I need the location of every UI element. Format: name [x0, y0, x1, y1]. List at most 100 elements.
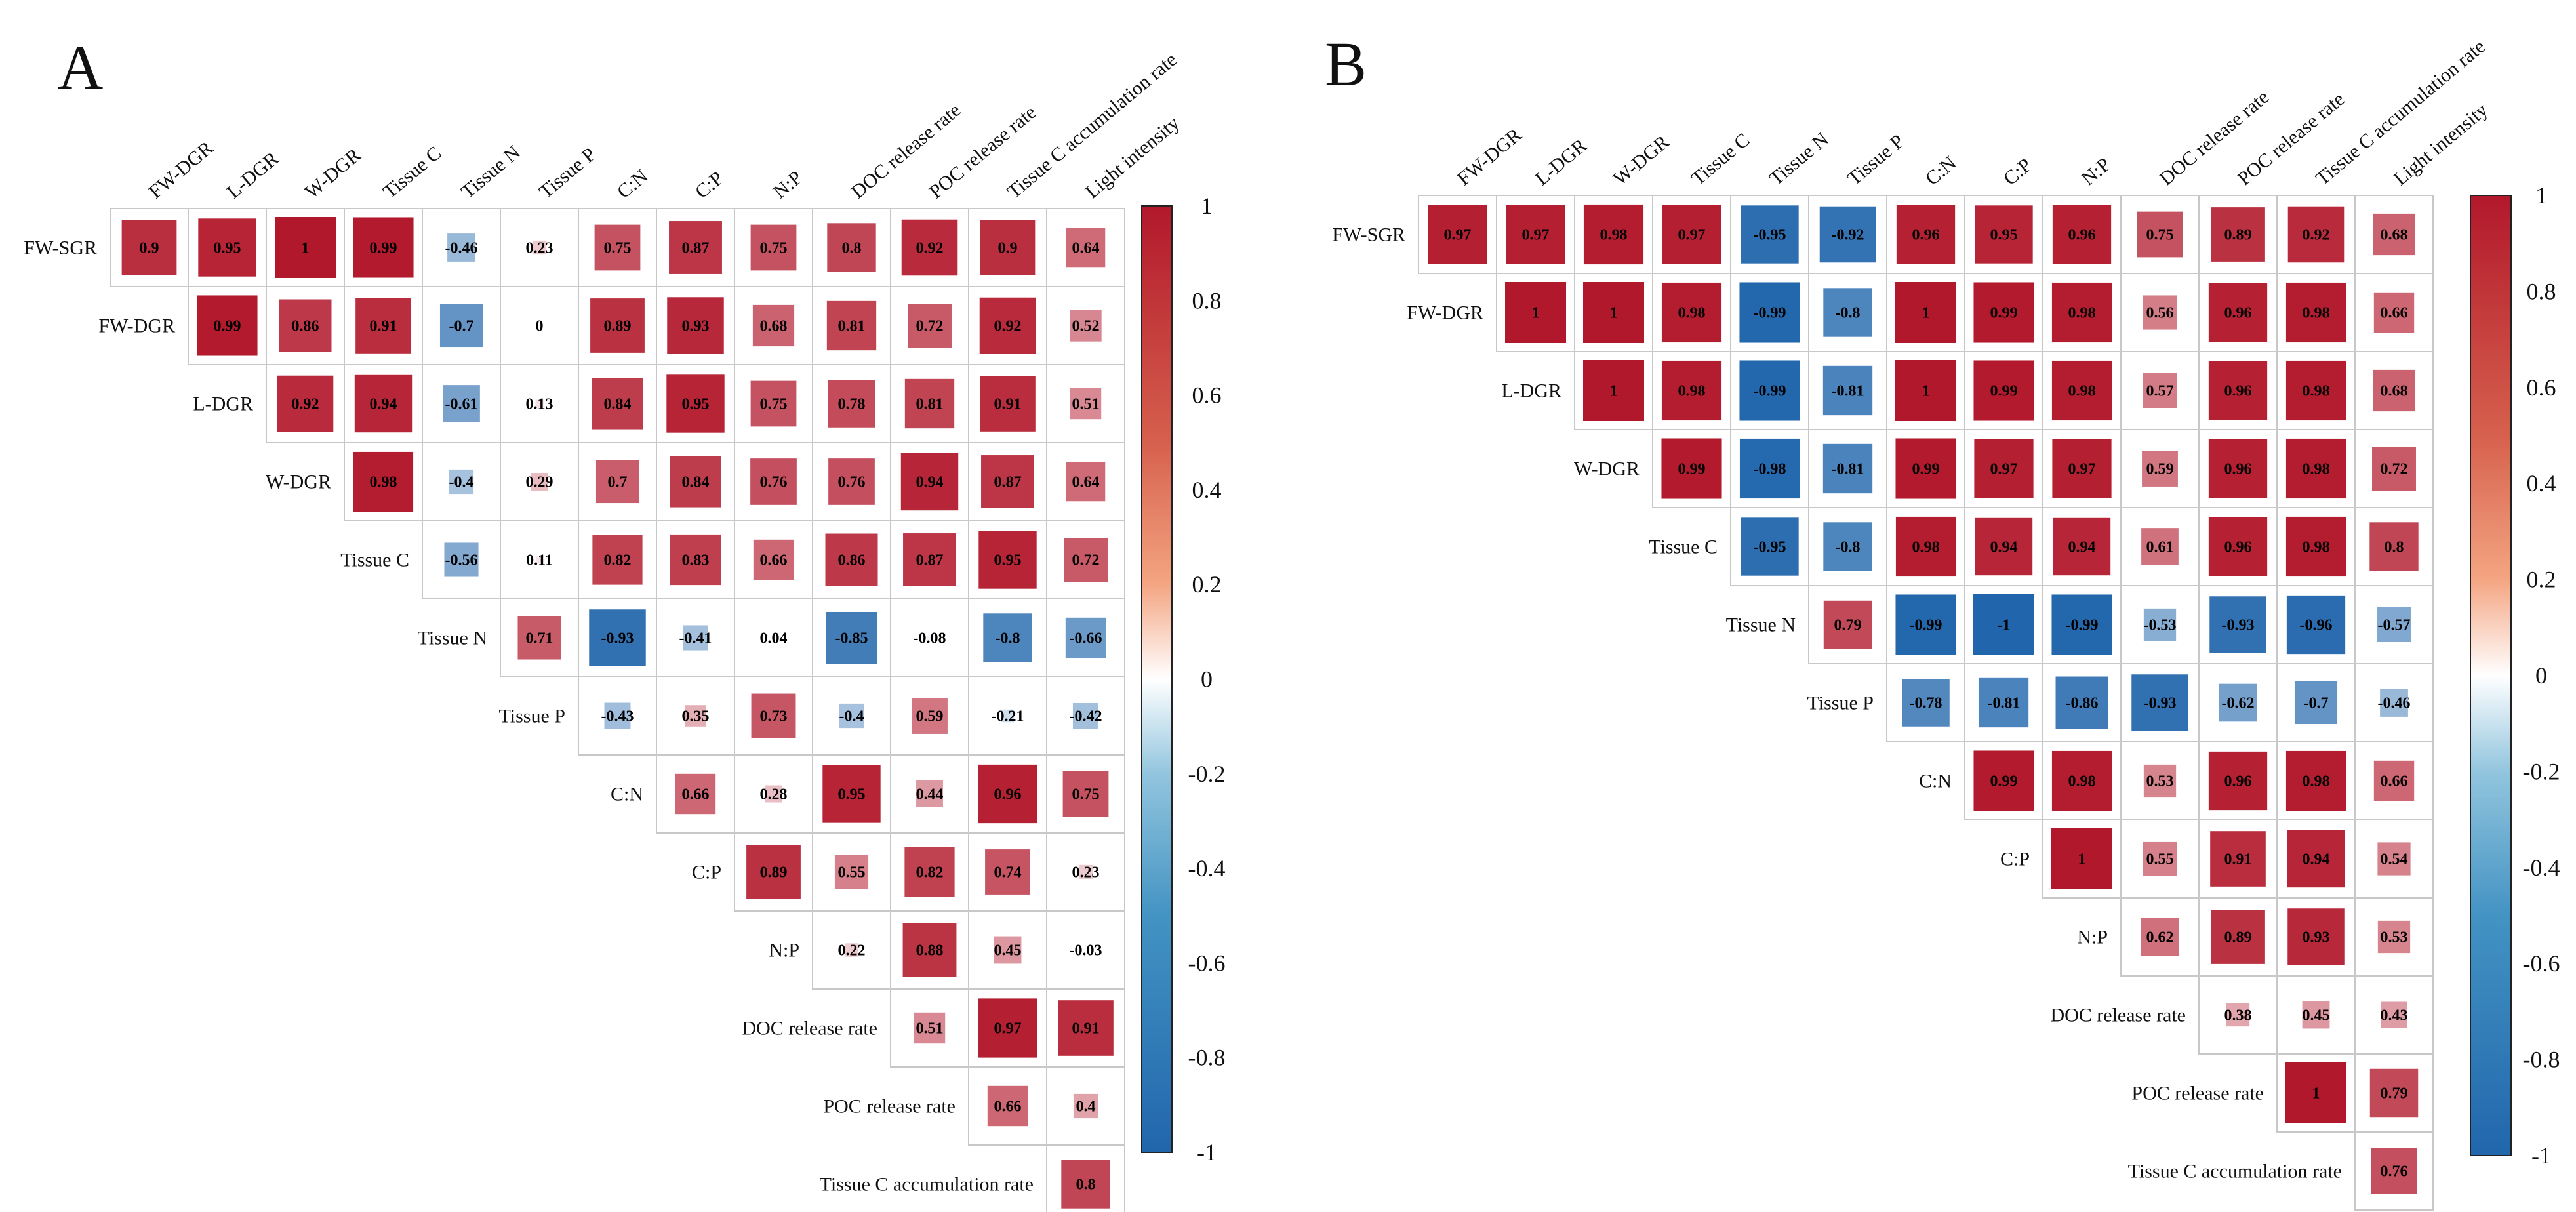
heatmap-value-label: 0.75: [2146, 227, 2174, 244]
panel-b-letter: B: [1325, 29, 1367, 99]
heatmap-square: [827, 223, 876, 272]
heatmap-square: [1061, 1160, 1110, 1209]
heatmap-value-label: -0.56: [445, 552, 478, 569]
heatmap-square: [753, 539, 794, 580]
heatmap-square: [1583, 282, 1644, 343]
heatmap-value-label: 0.89: [2224, 929, 2252, 946]
heatmap-value-label: 0.28: [760, 786, 788, 803]
heatmap-value-label: 0.55: [838, 864, 866, 881]
heatmap-value-label: -0.86: [2066, 695, 2099, 712]
heatmap-square: [2051, 750, 2112, 811]
heatmap-value-label: 0.99: [370, 240, 397, 257]
heatmap-square: [1583, 204, 1644, 265]
heatmap-value-label: 0.43: [2381, 1007, 2408, 1024]
heatmap-square: [751, 693, 796, 738]
row-label: Tissue P: [1807, 693, 1874, 714]
heatmap-square: [2380, 689, 2408, 717]
heatmap-value-label: 0.98: [2068, 305, 2096, 322]
heatmap-value-label: 0.68: [760, 318, 788, 335]
heatmap-square: [2285, 750, 2346, 811]
heatmap-square: [2302, 1001, 2330, 1029]
heatmap-square: [198, 218, 256, 277]
heatmap-square: [1975, 517, 2033, 576]
heatmap-square: [1065, 617, 1106, 658]
row-label: Tissue C: [1649, 536, 1718, 558]
heatmap-value-label: -0.4: [839, 708, 864, 725]
heatmap-square: [1078, 864, 1093, 879]
colorbar-tick-label: 1: [2535, 182, 2547, 209]
heatmap-square: [279, 299, 332, 352]
heatmap-square: [354, 374, 413, 433]
heatmap-value-label: 1: [1532, 305, 1540, 322]
row-label: POC release rate: [2131, 1083, 2264, 1104]
colorbar-tick-label: -0.8: [1188, 1045, 1226, 1071]
heatmap-square: [2371, 1148, 2417, 1194]
column-label: N:P: [2078, 153, 2115, 190]
heatmap-value-label: 0.95: [1990, 227, 2018, 244]
heatmap-value-label: 0.93: [682, 318, 710, 335]
heatmap-value-label: 0.96: [2068, 227, 2096, 244]
heatmap-square: [667, 297, 724, 354]
heatmap-square: [987, 1085, 1028, 1127]
heatmap-square: [444, 542, 479, 577]
heatmap-value-label: 0.66: [2381, 773, 2408, 790]
heatmap-value-label: -0.92: [1832, 227, 1864, 244]
heatmap-value-label: -0.8: [1836, 539, 1861, 556]
row-label: FW-DGR: [98, 315, 175, 337]
heatmap-value-label: 0.68: [2381, 383, 2408, 400]
heatmap-square: [1973, 360, 2034, 421]
row-label: C:N: [611, 784, 643, 805]
heatmap-value-label: 0.73: [760, 708, 788, 725]
heatmap-value-label: -0.21: [992, 708, 1024, 725]
heatmap-square: [2053, 517, 2111, 576]
heatmap-value-label: 0.96: [1912, 227, 1940, 244]
column-label: Tissue P: [535, 144, 600, 203]
heatmap-value-label: 0.94: [370, 396, 397, 413]
heatmap-value-label: 0: [536, 318, 544, 335]
heatmap-value-label: 0.98: [2303, 773, 2330, 790]
heatmap-value-label: 0.68: [2381, 227, 2408, 244]
heatmap-square: [1819, 206, 1876, 263]
heatmap-square: [443, 385, 480, 422]
heatmap-square: [1973, 594, 2034, 655]
column-label: FW-DGR: [1453, 124, 1526, 190]
heatmap-value-label: 0.96: [2224, 539, 2252, 556]
column-label: C:N: [613, 165, 653, 203]
heatmap-square: [826, 300, 877, 351]
column-label: Tissue N: [1765, 129, 1833, 190]
heatmap-square: [2055, 676, 2108, 729]
colorbar-tick-label: 0.6: [1192, 382, 1222, 409]
heatmap-square: [2294, 681, 2338, 725]
heatmap-value-label: -0.46: [2378, 695, 2411, 712]
heatmap-square: [916, 780, 943, 807]
heatmap-square: [2377, 920, 2411, 954]
heatmap-square: [449, 469, 474, 495]
heatmap-value-label: -0.78: [1910, 695, 1942, 712]
colorbar-tick-label: -0.8: [2523, 1047, 2560, 1073]
heatmap-square: [1662, 205, 1721, 264]
heatmap-value-label: 0.99: [1990, 305, 2018, 322]
heatmap-square: [1741, 205, 1799, 264]
heatmap-square: [1066, 462, 1106, 502]
heatmap-square: [903, 533, 956, 586]
heatmap-value-label: 0.93: [2303, 929, 2330, 946]
heatmap-square: [2373, 760, 2415, 801]
heatmap-square: [683, 625, 708, 651]
heatmap-square: [535, 399, 544, 408]
column-label: W-DGR: [301, 144, 365, 203]
heatmap-value-label: 0.86: [292, 318, 319, 335]
heatmap-square: [2209, 596, 2266, 653]
heatmap-square: [750, 380, 797, 427]
heatmap-value-label: -0.7: [449, 318, 474, 335]
heatmap-square: [908, 304, 952, 348]
heatmap-value-label: 1: [2312, 1085, 2320, 1102]
heatmap-value-label: 0.76: [760, 474, 788, 491]
heatmap-square: [904, 378, 955, 429]
heatmap-value-label: 0.75: [760, 396, 788, 413]
heatmap-value-label: 1: [1610, 305, 1618, 322]
heatmap-square: [121, 220, 177, 275]
heatmap-value-label: 0.97: [1678, 227, 1706, 244]
heatmap-square: [1064, 538, 1108, 582]
heatmap-value-label: 0.76: [838, 474, 866, 491]
